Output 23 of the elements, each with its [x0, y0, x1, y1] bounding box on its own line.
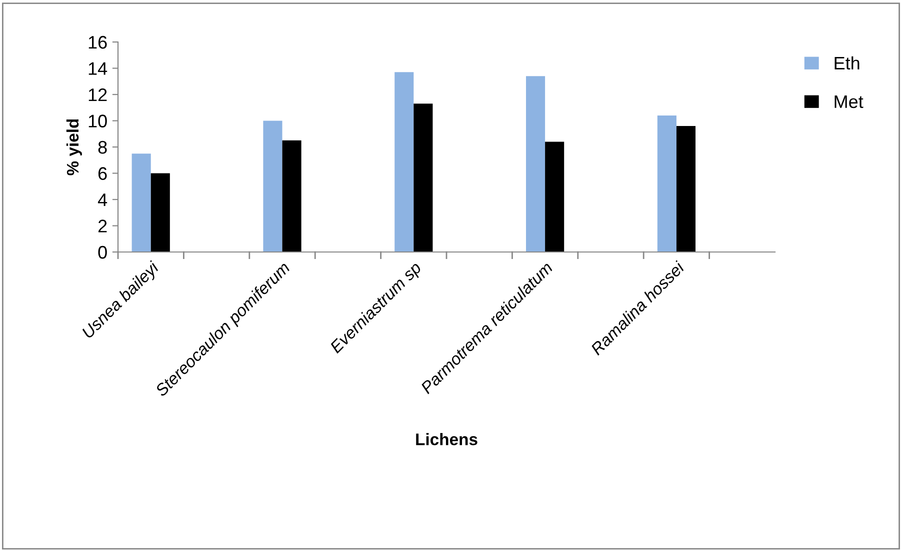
legend-label: Met [834, 95, 864, 108]
y-tick-label: 8 [98, 140, 107, 154]
y-tick-label: 12 [88, 88, 107, 102]
y-tick-label: 14 [88, 62, 108, 75]
bar [526, 76, 546, 252]
y-tick-label: 16 [88, 36, 107, 49]
y-tick-label: 2 [98, 220, 107, 232]
y-tick-label: 0 [98, 246, 107, 259]
bar [132, 154, 151, 252]
legend-label: Eth [834, 56, 860, 70]
y-axis-title: % yield [66, 119, 82, 176]
bar [414, 104, 433, 252]
y-tick-label: 4 [98, 194, 108, 206]
bar [676, 126, 696, 252]
y-tick-label: 10 [88, 114, 107, 128]
bar [150, 173, 170, 252]
bar [657, 116, 676, 252]
x-axis-title: Lichens [416, 433, 478, 446]
y-tick-label: 6 [98, 167, 107, 180]
bar [263, 120, 282, 252]
bar [394, 72, 414, 252]
bar [545, 142, 564, 252]
bar [282, 140, 302, 252]
